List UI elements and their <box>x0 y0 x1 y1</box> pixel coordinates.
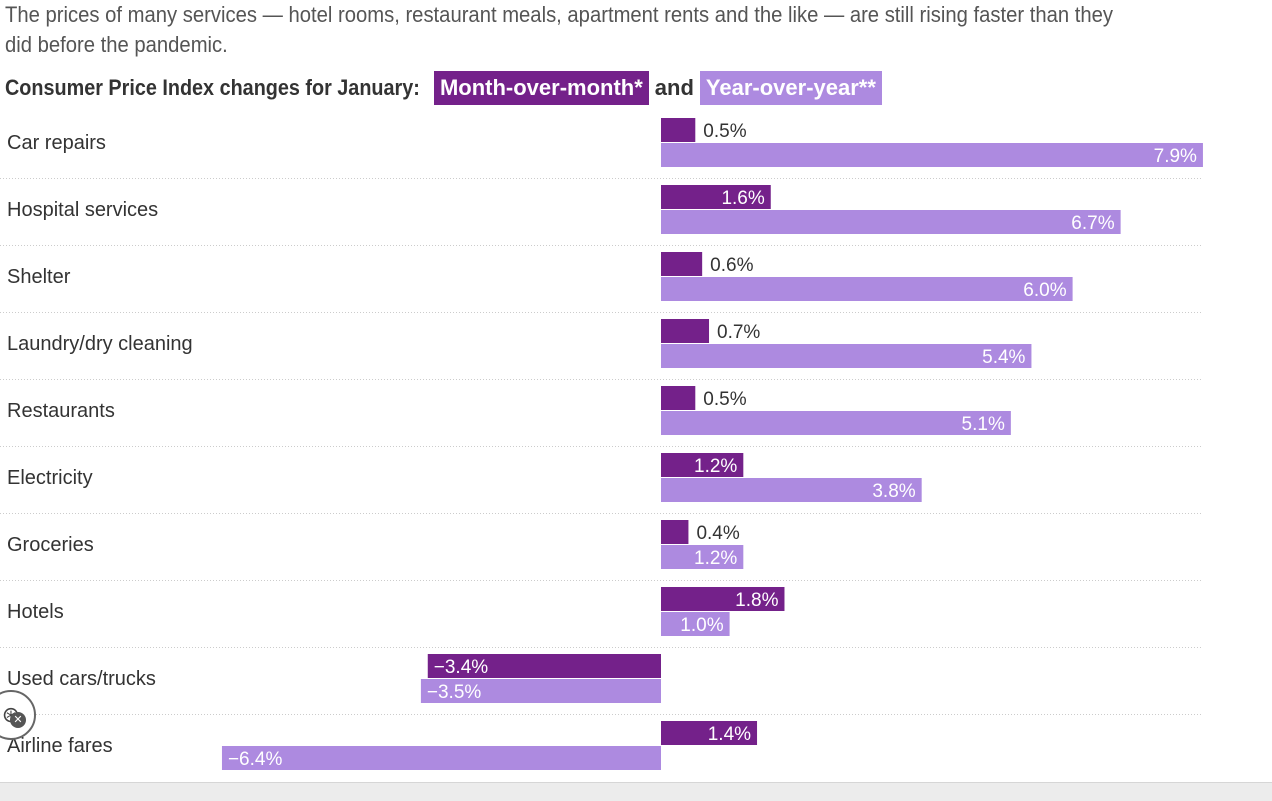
year-over-year-value-label: 5.1% <box>962 414 1005 435</box>
chart-legend: Consumer Price Index changes for January… <box>5 71 882 105</box>
row-label: Laundry/dry cleaning <box>7 333 193 355</box>
month-over-month-value-label: 1.4% <box>708 724 751 745</box>
row-label: Shelter <box>7 266 71 288</box>
legend-lead: Consumer Price Index changes for January… <box>5 75 420 100</box>
month-over-month-bar <box>661 386 696 410</box>
legend-year-over-year: Year-over-year** <box>699 71 882 105</box>
month-over-month-value-label: 0.6% <box>710 255 753 276</box>
month-over-month-bar <box>661 118 696 142</box>
row-label: Restaurants <box>7 400 115 422</box>
month-over-month-bar <box>661 252 703 276</box>
month-over-month-bar <box>661 185 771 209</box>
row-label: Groceries <box>7 534 94 556</box>
month-over-month-value-label: −3.4% <box>434 657 489 678</box>
row-label: Car repairs <box>7 132 106 154</box>
row-label: Used cars/trucks <box>7 668 156 690</box>
month-over-month-value-label: 1.6% <box>721 188 764 209</box>
year-over-year-value-label: 1.2% <box>694 548 737 569</box>
month-over-month-value-label: 0.5% <box>703 121 746 142</box>
year-over-year-value-label: 5.4% <box>982 347 1025 368</box>
year-over-year-value-label: 6.7% <box>1071 213 1114 234</box>
row-label: Airline fares <box>7 735 113 757</box>
month-over-month-value-label: 1.2% <box>694 456 737 477</box>
row-label: Electricity <box>7 467 93 489</box>
year-over-year-value-label: 6.0% <box>1023 280 1066 301</box>
browser-bottom-bar <box>0 782 1272 801</box>
year-over-year-value-label: 1.0% <box>680 615 723 636</box>
row-label: Hospital services <box>7 199 158 221</box>
year-over-year-bar <box>661 210 1121 234</box>
year-over-year-bar <box>661 478 922 502</box>
month-over-month-bar <box>661 520 689 544</box>
month-over-month-value-label: 1.8% <box>735 590 778 611</box>
month-over-month-bar <box>661 319 710 343</box>
year-over-year-value-label: −3.5% <box>427 682 482 703</box>
year-over-year-bar <box>661 411 1011 435</box>
year-over-year-value-label: −6.4% <box>228 749 283 770</box>
year-over-year-bar <box>661 277 1073 301</box>
month-over-month-bar <box>661 721 758 745</box>
year-over-year-value-label: 3.8% <box>872 481 915 502</box>
year-over-year-bar <box>661 344 1032 368</box>
month-over-month-value-label: 0.5% <box>703 389 746 410</box>
year-over-year-bar <box>420 679 661 703</box>
month-over-month-bar <box>427 654 661 678</box>
month-over-month-value-label: 0.4% <box>696 523 739 544</box>
legend-and: and <box>654 75 694 100</box>
row-label: Hotels <box>7 601 64 623</box>
month-over-month-bar <box>661 453 744 477</box>
year-over-year-bar <box>661 612 730 636</box>
cpi-bar-chart: Car repairs 0.5% 7.9% Hospital services 1.6%… <box>0 118 1203 770</box>
year-over-year-bar <box>661 143 1203 167</box>
year-over-year-bar <box>221 746 661 770</box>
chart-subtitle: The prices of many services — hotel room… <box>5 2 1114 57</box>
year-over-year-value-label: 7.9% <box>1154 146 1197 167</box>
year-over-year-bar <box>661 545 744 569</box>
month-over-month-value-label: 0.7% <box>717 322 760 343</box>
month-over-month-bar <box>661 587 785 611</box>
close-icon[interactable]: ✕ <box>10 712 26 728</box>
legend-month-over-month: Month-over-month* <box>433 71 649 105</box>
